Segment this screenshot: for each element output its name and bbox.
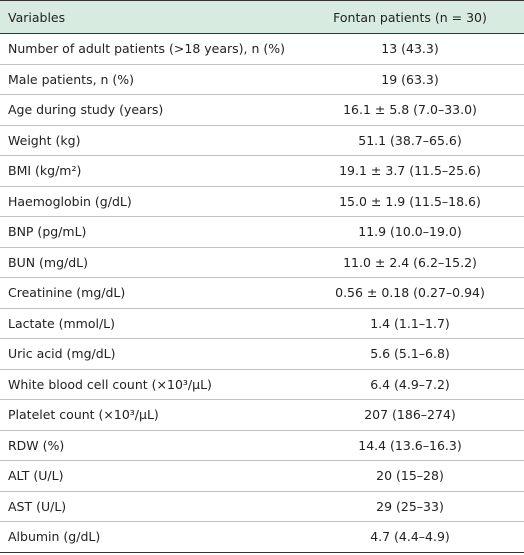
table-row: Uric acid (mg/dL) 5.6 (5.1–6.8) (0, 338, 524, 369)
variable-cell: ALT (U/L) (0, 460, 296, 491)
variable-cell: BMI (kg/m²) (0, 155, 296, 186)
table-row: AST (U/L) 29 (25–33) (0, 490, 524, 522)
table-row: Weight (kg) 51.1 (38.7–65.6) (0, 124, 524, 156)
value-cell: 19 (63.3) (296, 63, 524, 95)
value-cell: 207 (186–274) (296, 399, 524, 430)
table-row: BMI (kg/m²) 19.1 ± 3.7 (11.5–25.6) (0, 155, 524, 186)
value-cell: 1.4 (1.1–1.7) (296, 307, 524, 339)
variable-cell: Lactate (mmol/L) (0, 307, 296, 339)
table-body: Number of adult patients (>18 years), n … (0, 34, 524, 552)
variable-cell: RDW (%) (0, 429, 296, 461)
value-cell: 16.1 ± 5.8 (7.0–33.0) (296, 94, 524, 125)
variable-cell: BNP (pg/mL) (0, 216, 296, 247)
table-row: Age during study (years) 16.1 ± 5.8 (7.0–… (0, 94, 524, 125)
value-cell: 5.6 (5.1–6.8) (296, 338, 524, 369)
value-cell: 19.1 ± 3.7 (11.5–25.6) (296, 155, 524, 186)
value-cell: 20 (15–28) (296, 460, 524, 491)
value-cell: 29 (25–33) (296, 490, 524, 522)
variable-cell: Uric acid (mg/dL) (0, 338, 296, 369)
variable-cell: Age during study (years) (0, 94, 296, 125)
table-row: Number of adult patients (>18 years), n … (0, 34, 524, 65)
table-row: White blood cell count (×10³/μL) 6.4 (4.9… (0, 368, 524, 400)
table-row: Albumin (g/dL) 4.7 (4.4–4.9) (0, 521, 524, 552)
table-row: ALT (U/L) 20 (15–28) (0, 460, 524, 491)
table-row: RDW (%) 14.4 (13.6–16.3) (0, 429, 524, 461)
table-header: Variables Fontan patients (n = 30) (0, 0, 524, 34)
value-cell: 11.0 ± 2.4 (6.2–15.2) (296, 246, 524, 278)
variable-cell: Haemoglobin (g/dL) (0, 185, 296, 217)
variable-cell: Weight (kg) (0, 124, 296, 156)
variable-cell: BUN (mg/dL) (0, 246, 296, 278)
table-row: BUN (mg/dL) 11.0 ± 2.4 (6.2–15.2) (0, 246, 524, 278)
variable-cell: Platelet count (×10³/μL) (0, 399, 296, 430)
value-cell: 6.4 (4.9–7.2) (296, 368, 524, 400)
header-row: Variables Fontan patients (n = 30) (0, 0, 524, 34)
variable-cell: Albumin (g/dL) (0, 521, 296, 552)
table-row: Male patients, n (%) 19 (63.3) (0, 63, 524, 95)
variable-cell: Creatinine (mg/dL) (0, 277, 296, 308)
value-cell: 51.1 (38.7–65.6) (296, 124, 524, 156)
table-row: BNP (pg/mL) 11.9 (10.0–19.0) (0, 216, 524, 247)
value-cell: 13 (43.3) (381, 41, 439, 57)
table-row: Creatinine (mg/dL) 0.56 ± 0.18 (0.27–0.94… (0, 277, 524, 308)
value-cell: 15.0 ± 1.9 (11.5–18.6) (296, 185, 524, 217)
table-row: Haemoglobin (g/dL) 15.0 ± 1.9 (11.5–18.6) (0, 185, 524, 217)
value-cell: 0.56 ± 0.18 (0.27–0.94) (296, 277, 524, 308)
header-cell: Fontan patients (n = 30) (296, 0, 524, 34)
value-cell: 4.7 (4.4–4.9) (296, 521, 524, 552)
value-cell: 14.4 (13.6–16.3) (296, 429, 524, 461)
table-row: Lactate (mmol/L) 1.4 (1.1–1.7) (0, 307, 524, 339)
table-row: Platelet count (×10³/μL) 207 (186–274) (0, 399, 524, 430)
variable-cell: White blood cell count (×10³/μL) (0, 368, 296, 400)
variable-cell: AST (U/L) (0, 490, 296, 522)
value-cell: 11.9 (10.0–19.0) (296, 216, 524, 247)
variable-cell: Male patients, n (%) (0, 63, 296, 95)
variable-cell: Number of adult patients (>18 years), n … (8, 41, 286, 57)
header-cell: Variables (0, 0, 296, 34)
